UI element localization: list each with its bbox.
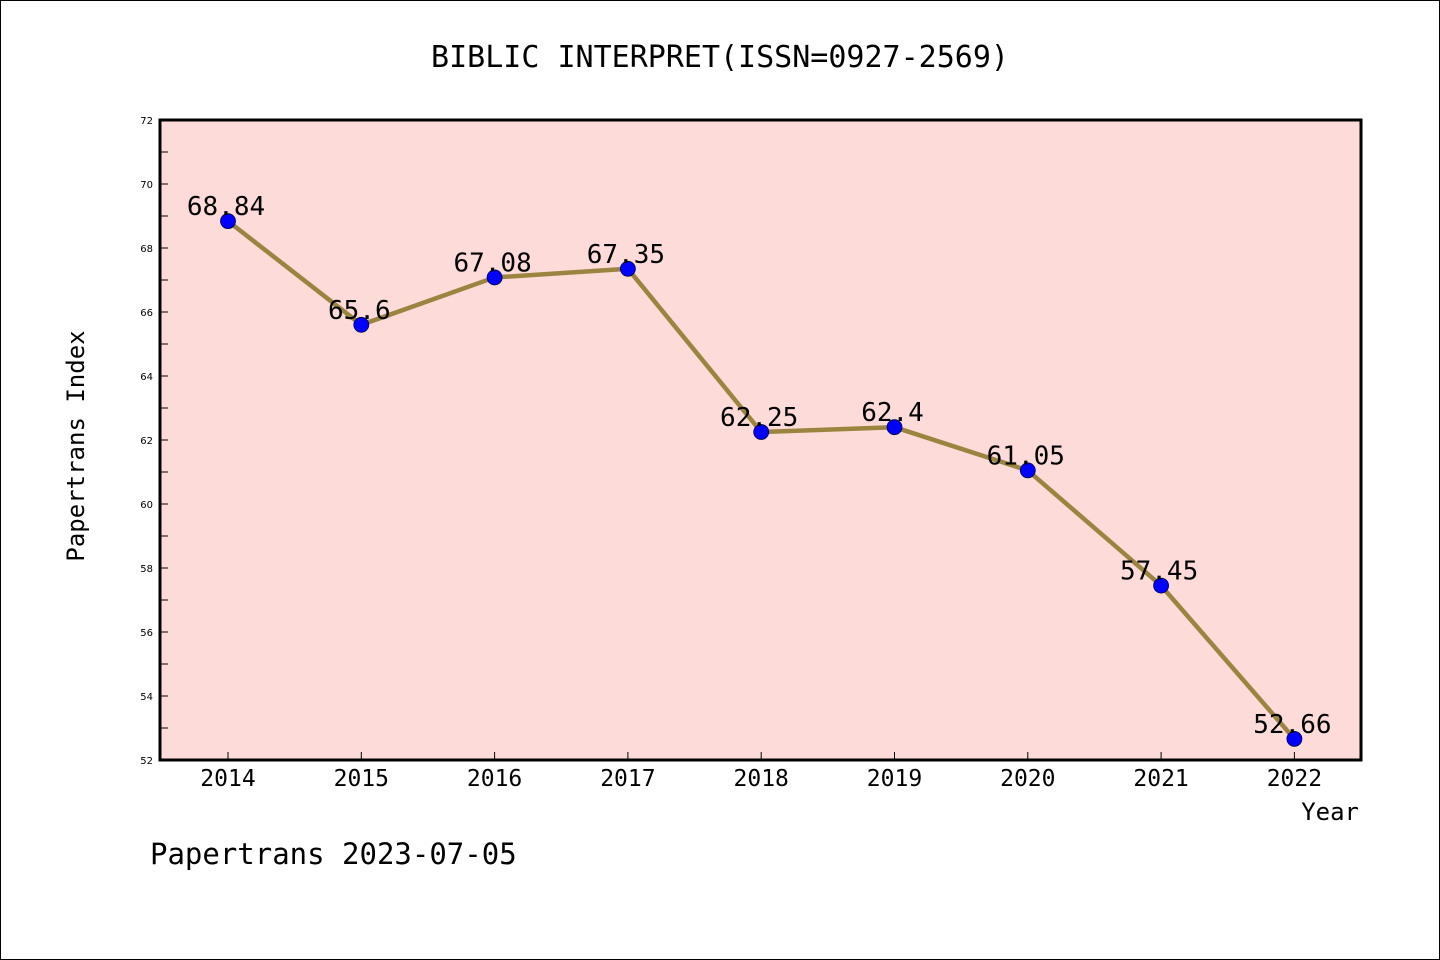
- y-axis: 52 54 56 58 60 62 64 66 68 70 72: [140, 116, 168, 767]
- y-tick-label: 56: [140, 628, 153, 639]
- y-tick-label: 66: [140, 308, 153, 319]
- data-point: [353, 316, 370, 333]
- data-label: 68.84: [187, 192, 265, 222]
- y-tick-label: 52: [140, 756, 153, 767]
- data-label: 62.25: [720, 403, 798, 433]
- data-label: 62.4: [861, 398, 924, 428]
- y-tick-label: 64: [140, 372, 153, 383]
- y-tick-label: 58: [140, 564, 153, 575]
- x-tick-label: 2021: [1133, 766, 1188, 792]
- y-tick-label: 72: [140, 116, 153, 127]
- x-axis: 2014 2015 2016 2017 2018 2019 2020 2021 2022: [200, 752, 1322, 792]
- data-point: [1019, 462, 1036, 479]
- y-axis-label: Papertrans Index: [62, 330, 90, 561]
- data-point: [220, 213, 236, 230]
- y-tick-label: 68: [140, 244, 153, 255]
- data-label: 57.45: [1120, 557, 1198, 587]
- x-tick-label: 2020: [1000, 766, 1055, 792]
- data-label: 67.08: [453, 248, 531, 278]
- data-point: [886, 419, 903, 436]
- plot-area: [160, 120, 1361, 760]
- plot-border: [158, 118, 1363, 762]
- x-tick-label: 2016: [467, 766, 522, 792]
- chart-title: BIBLIC INTERPRET(ISSN=0927-2569): [431, 40, 1009, 75]
- data-label: 65.6: [328, 296, 391, 326]
- data-point: [620, 260, 636, 277]
- data-labels: 68.84 65.6 67.08 67.35 62.25 62.4 61.05 57.45 52…: [187, 192, 1332, 740]
- data-point: [1286, 730, 1303, 747]
- y-tick-label: 60: [140, 500, 153, 511]
- data-point: [486, 269, 503, 286]
- data-markers: [220, 213, 1303, 747]
- data-label: 67.35: [587, 240, 665, 270]
- x-tick-label: 2014: [200, 766, 255, 792]
- data-point: [753, 424, 770, 440]
- x-tick-label: 2017: [600, 766, 655, 792]
- x-tick-label: 2022: [1267, 766, 1322, 792]
- data-label: 61.05: [987, 441, 1065, 471]
- y-tick-label: 54: [140, 692, 153, 703]
- x-tick-label: 2018: [734, 766, 789, 792]
- footer-text: Papertrans 2023-07-05: [150, 837, 517, 871]
- x-tick-label: 2019: [867, 766, 922, 792]
- data-point: [1153, 577, 1169, 594]
- y-tick-label: 62: [140, 436, 153, 447]
- data-label: 52.66: [1253, 710, 1331, 740]
- y-tick-label: 70: [140, 180, 153, 191]
- x-tick-label: 2015: [334, 766, 389, 792]
- x-axis-label: Year: [1301, 798, 1359, 826]
